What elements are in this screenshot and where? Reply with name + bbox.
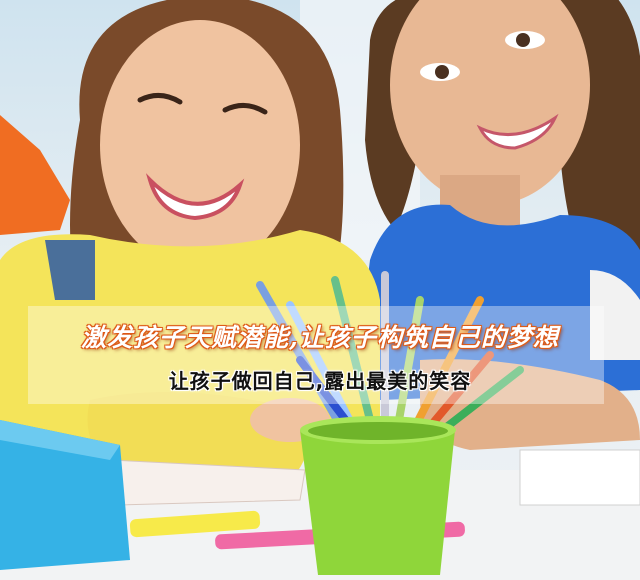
right-girl-face xyxy=(390,0,590,205)
right-girl-shirt xyxy=(366,204,640,400)
slogan-sub: 让孩子做回自己,露出最美的笑容 xyxy=(168,369,472,393)
left-girl-face xyxy=(100,20,300,270)
caption-band xyxy=(28,306,604,404)
pencil-cup xyxy=(300,430,455,575)
slogan-main: 激发孩子天赋潜能,让孩子构筑自己的梦想 xyxy=(81,323,559,352)
orange-object xyxy=(0,115,70,235)
